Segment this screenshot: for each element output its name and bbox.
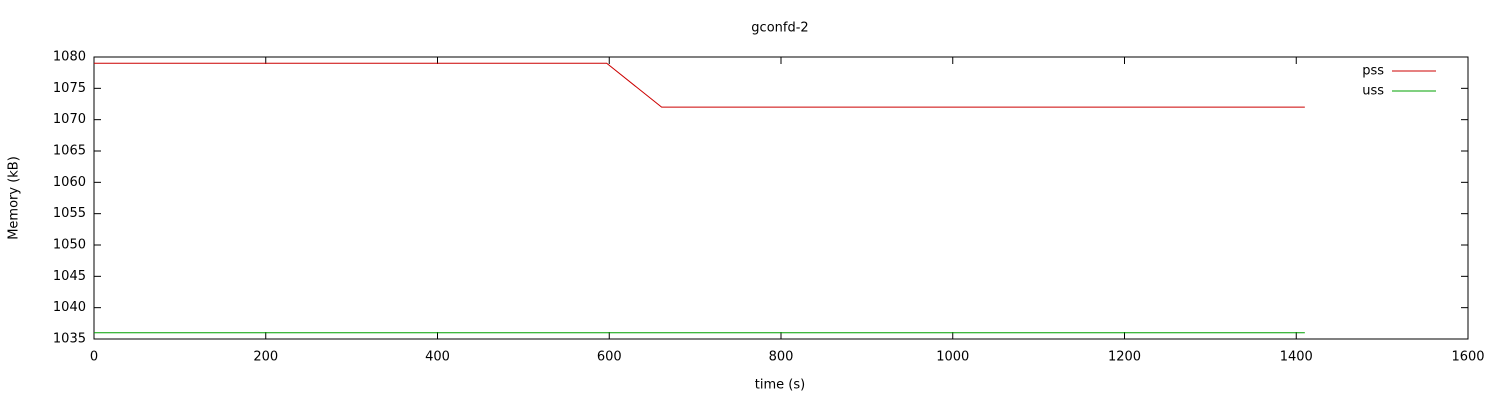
y-tick-label: 1065 (53, 144, 86, 159)
x-tick-label: 600 (597, 350, 622, 365)
y-tick-label: 1070 (53, 112, 86, 127)
line-series (94, 62, 1305, 108)
x-tick-label: 800 (769, 350, 794, 365)
y-tick-label: 1055 (53, 206, 86, 221)
x-tick-label: 1200 (1108, 350, 1141, 365)
y-tick-label: 1050 (53, 238, 86, 253)
y-tick-label: 1075 (53, 81, 86, 96)
plot-frame (93, 56, 1469, 340)
chart-title: gconfd-2 (751, 21, 808, 36)
y-tick-label: 1080 (53, 50, 86, 65)
legend-label: pss (1362, 64, 1384, 79)
x-tick-label: 1600 (1451, 350, 1484, 365)
x-axis-label: time (s) (755, 378, 805, 393)
y-tick-label: 1035 (53, 332, 86, 347)
legend-label: uss (1362, 84, 1384, 99)
y-tick-label: 1060 (53, 175, 86, 190)
y-axis-label: Memory (kB) (7, 156, 22, 240)
x-tick-label: 0 (90, 350, 98, 365)
x-tick-label: 400 (425, 350, 450, 365)
y-tick-label: 1045 (53, 269, 86, 284)
y-tick-label: 1040 (53, 300, 86, 315)
x-tick-label: 1400 (1280, 350, 1313, 365)
x-tick-label: 200 (253, 350, 278, 365)
x-tick-label: 1000 (936, 350, 969, 365)
